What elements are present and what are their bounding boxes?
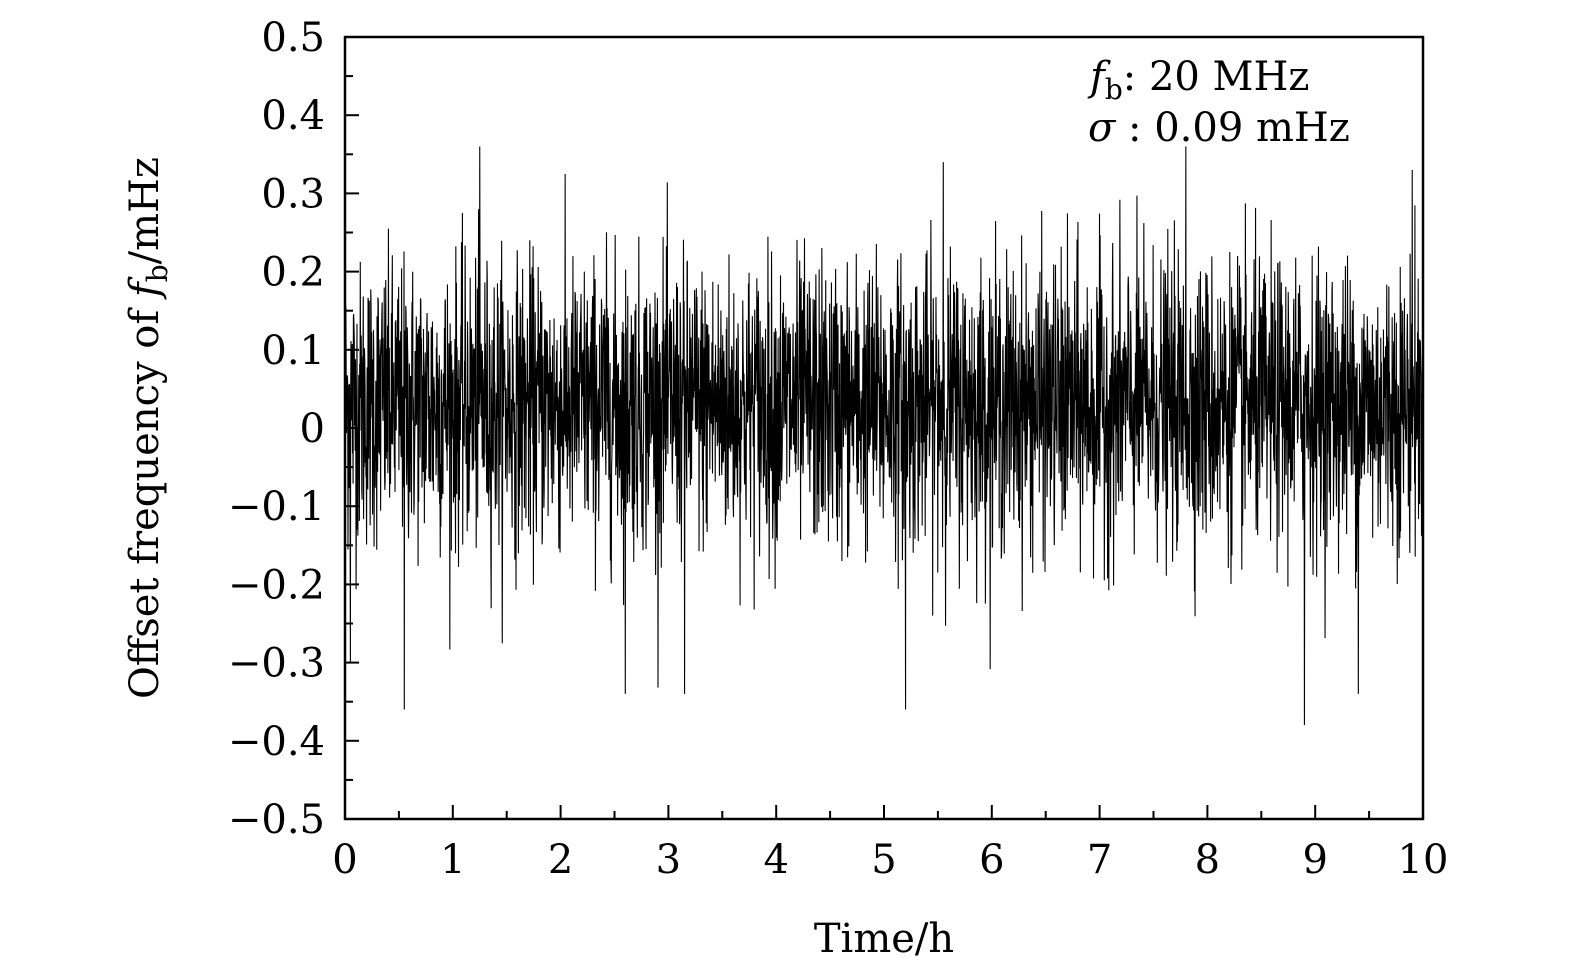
y-tick-label: 0.2 xyxy=(261,250,325,296)
x-tick-label: 6 xyxy=(979,837,1004,883)
fb-annotation: fb: 20 MHz xyxy=(1087,54,1309,106)
y-axis-title-prefix: Offset frequency of xyxy=(122,297,168,699)
y-tick-label: 0.1 xyxy=(261,328,325,374)
x-tick-label: 5 xyxy=(871,837,896,883)
x-tick-label: 7 xyxy=(1087,837,1112,883)
x-tick-label: 1 xyxy=(440,837,465,883)
y-tick-label: 0.4 xyxy=(261,93,325,139)
x-tick-label: 8 xyxy=(1195,837,1220,883)
y-axis-title-suffix: /mHz xyxy=(122,157,168,264)
x-tick-label: 4 xyxy=(763,837,788,883)
x-tick-label: 3 xyxy=(656,837,681,883)
x-tick-label: 2 xyxy=(548,837,573,883)
x-tick-labels: 0 1 2 3 4 5 6 7 8 9 10 xyxy=(332,837,1448,883)
fb-annotation-value: : 20 MHz xyxy=(1123,54,1310,100)
x-tick-label: 0 xyxy=(332,837,357,883)
y-tick-label: −0.4 xyxy=(228,719,325,765)
y-tick-label: −0.1 xyxy=(228,484,325,530)
sigma-annotation: σ : 0.09 mHz xyxy=(1088,105,1350,151)
noise-trace xyxy=(344,146,1424,726)
y-axis-title-subscript: b xyxy=(141,264,174,282)
y-tick-label: 0.3 xyxy=(261,171,325,217)
x-tick-label: 9 xyxy=(1302,837,1327,883)
y-tick-label: −0.5 xyxy=(228,797,325,843)
sigma-annotation-value: : 0.09 mHz xyxy=(1115,105,1350,151)
y-tick-label: 0 xyxy=(300,406,325,452)
sigma-annotation-symbol: σ xyxy=(1088,105,1117,151)
x-tick-label: 10 xyxy=(1398,837,1449,883)
series-line xyxy=(344,146,1424,726)
y-tick-labels: 0.5 0.4 0.3 0.2 0.1 0 −0.1 −0.2 −0.3 −0.4 −0.5 xyxy=(228,15,325,843)
y-axis-title: Offset frequency of fb/mHz xyxy=(122,157,174,699)
y-tick-label: 0.5 xyxy=(261,15,325,61)
x-axis-title: Time/h xyxy=(814,916,954,962)
fb-annotation-subscript: b xyxy=(1105,73,1123,106)
y-tick-label: −0.2 xyxy=(228,562,325,608)
axis-ticks xyxy=(344,36,1424,820)
y-tick-label: −0.3 xyxy=(228,641,325,687)
